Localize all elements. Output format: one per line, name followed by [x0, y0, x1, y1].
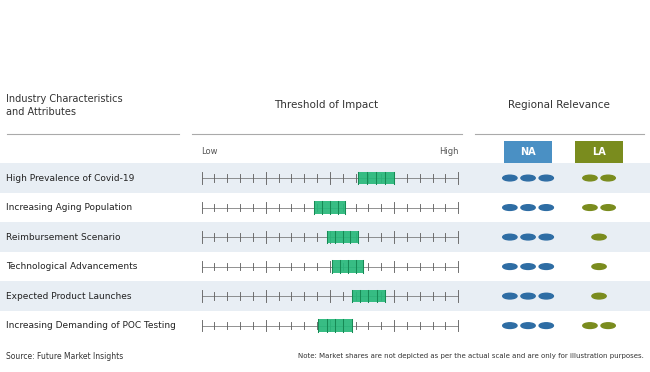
Circle shape	[502, 264, 517, 269]
Text: NA: NA	[520, 147, 536, 157]
Circle shape	[539, 205, 553, 211]
FancyBboxPatch shape	[332, 260, 363, 273]
Circle shape	[502, 205, 517, 211]
FancyBboxPatch shape	[0, 193, 650, 222]
Text: Expected Product Launches: Expected Product Launches	[6, 292, 132, 301]
FancyBboxPatch shape	[0, 311, 650, 340]
Circle shape	[502, 323, 517, 328]
Text: Americas Covid-19 Testing Market Characteristics and Attributes with: Americas Covid-19 Testing Market Charact…	[10, 20, 499, 33]
Circle shape	[521, 205, 535, 211]
Circle shape	[539, 234, 553, 240]
Text: Industry Characteristics
and Attributes: Industry Characteristics and Attributes	[6, 93, 123, 117]
FancyBboxPatch shape	[0, 281, 650, 311]
Circle shape	[592, 293, 606, 299]
Text: Increasing Aging Population: Increasing Aging Population	[6, 203, 133, 212]
Text: Low: Low	[202, 147, 218, 156]
Text: High: High	[439, 147, 458, 156]
Circle shape	[601, 205, 616, 211]
FancyBboxPatch shape	[0, 163, 650, 193]
Circle shape	[502, 293, 517, 299]
Circle shape	[601, 175, 616, 181]
Circle shape	[502, 234, 517, 240]
Circle shape	[502, 175, 517, 181]
Circle shape	[521, 293, 535, 299]
Text: Increasing Demanding of POC Testing: Increasing Demanding of POC Testing	[6, 321, 176, 330]
Text: Regional Relevance: Regional Relevance	[10, 52, 148, 65]
Circle shape	[592, 234, 606, 240]
Text: LA: LA	[592, 147, 606, 157]
Text: High Prevalence of Covid-19: High Prevalence of Covid-19	[6, 174, 135, 183]
FancyBboxPatch shape	[575, 141, 623, 163]
Circle shape	[521, 175, 535, 181]
Circle shape	[583, 205, 597, 211]
Text: Threshold of Impact: Threshold of Impact	[274, 100, 379, 110]
Circle shape	[521, 323, 535, 328]
Circle shape	[539, 293, 553, 299]
Circle shape	[583, 323, 597, 328]
Circle shape	[539, 264, 553, 269]
FancyBboxPatch shape	[504, 141, 552, 163]
FancyBboxPatch shape	[0, 222, 650, 252]
Circle shape	[539, 175, 553, 181]
Text: Technological Advancements: Technological Advancements	[6, 262, 138, 271]
FancyBboxPatch shape	[315, 201, 345, 214]
Circle shape	[521, 234, 535, 240]
Circle shape	[592, 264, 606, 269]
FancyBboxPatch shape	[352, 290, 385, 302]
FancyBboxPatch shape	[318, 320, 352, 332]
FancyBboxPatch shape	[358, 172, 394, 184]
Text: Source: Future Market Insights: Source: Future Market Insights	[6, 352, 124, 361]
Circle shape	[521, 264, 535, 269]
FancyBboxPatch shape	[328, 231, 358, 243]
Circle shape	[539, 323, 553, 328]
Text: Note: Market shares are not depicted as per the actual scale and are only for il: Note: Market shares are not depicted as …	[298, 353, 644, 359]
FancyBboxPatch shape	[0, 252, 650, 281]
Text: Reimbursement Scenario: Reimbursement Scenario	[6, 232, 121, 241]
Circle shape	[583, 175, 597, 181]
Circle shape	[601, 323, 616, 328]
Text: Regional Relevance: Regional Relevance	[508, 100, 610, 110]
